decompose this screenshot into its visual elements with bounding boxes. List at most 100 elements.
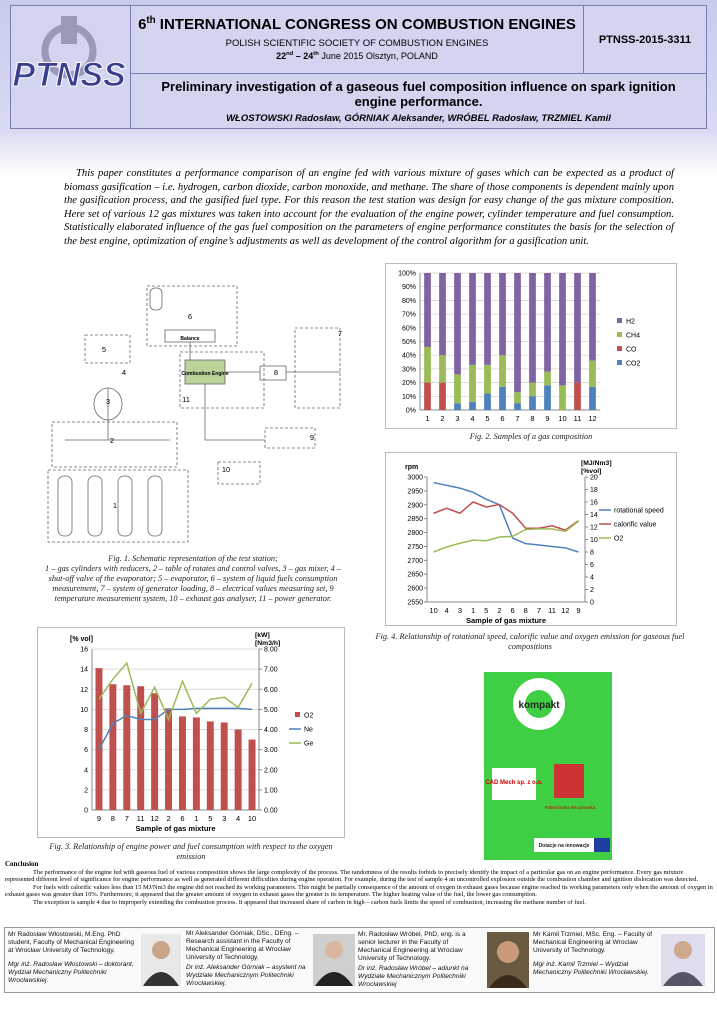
x-tick-label: 8 xyxy=(111,814,115,823)
bar xyxy=(544,385,551,410)
bar xyxy=(589,273,596,361)
bar xyxy=(589,386,596,410)
y2-tick-label: 1.00 xyxy=(264,787,278,794)
bar xyxy=(151,693,159,810)
bar xyxy=(514,403,521,410)
y2-tick-label: 2.00 xyxy=(264,767,278,774)
bio-pl: Dr inż. Aleksander Górniak – asystent na… xyxy=(186,964,306,987)
bio: Mr Radosław Włostowski, M.Eng. PhD stude… xyxy=(8,931,135,954)
y2-tick-label: 0.00 xyxy=(264,808,278,815)
x-tick-label: 11 xyxy=(548,606,556,615)
date-part: th xyxy=(313,51,319,57)
sup: th xyxy=(146,15,156,26)
paper-code: PTNSS-2015-3311 xyxy=(583,5,707,74)
y2-tick-label: 6.00 xyxy=(264,687,278,694)
y-tick-label: 40% xyxy=(402,353,416,360)
y-tick-label: 60% xyxy=(402,325,416,332)
bar xyxy=(469,401,476,410)
y-tick-label: 80% xyxy=(402,298,416,305)
bar xyxy=(499,273,506,356)
y2-tick-label: 6 xyxy=(590,562,594,569)
x-tick-label: 12 xyxy=(561,606,569,615)
legend-label: O2 xyxy=(614,536,623,543)
bar xyxy=(123,685,131,810)
y-tick-label: 6 xyxy=(84,747,88,754)
conclusion-title: Conclusion xyxy=(5,860,39,868)
bar xyxy=(234,729,242,810)
y-tick-label: 2750 xyxy=(407,544,423,551)
e-logo-inner xyxy=(525,690,553,718)
legend-swatch xyxy=(617,318,622,323)
y-tick-label: 2600 xyxy=(407,586,423,593)
sponsor-logos: kompakt CAD Mech sp. z o.o. Politechnika… xyxy=(485,678,610,852)
figure-caption: Fig. 3. Relationship of engine power and… xyxy=(49,842,333,861)
y-tick-label: 10% xyxy=(402,394,416,401)
photo xyxy=(313,934,355,986)
paper-title: Preliminary investigation of a gaseous f… xyxy=(161,79,676,109)
x-tick-label: 2 xyxy=(166,814,170,823)
bar xyxy=(484,273,491,365)
legend-label: Ne xyxy=(304,727,313,734)
author-bio: Mr Radosław Włostowski, M.Eng. PhD stude… xyxy=(8,931,136,985)
conclusion-paragraph: The performance of the engine fed with g… xyxy=(5,868,698,884)
schematic: 1 2 3 4 5 6 7 8 9 10 11 Balance Combustion Engine xyxy=(47,285,342,543)
y-tick-label: 3000 xyxy=(407,475,423,482)
chart: 02468101214160.001.002.003.004.005.006.0… xyxy=(37,627,345,838)
y-tick-label: 30% xyxy=(402,366,416,373)
bar xyxy=(424,382,431,410)
y2-axis-label: [Nm3/h] xyxy=(255,640,280,647)
diagram-label: 9 xyxy=(310,433,314,442)
y-tick-label: 2 xyxy=(84,787,88,794)
y-tick-label: 0 xyxy=(84,808,88,815)
legend-swatch xyxy=(617,332,622,337)
caption-title: Fig. 1. Schematic representation of the … xyxy=(108,554,278,563)
logo: PTNSS xyxy=(12,16,126,95)
bar xyxy=(109,684,117,810)
diagram-label: Combustion Engine xyxy=(181,371,228,377)
legend-label: CO2 xyxy=(626,361,641,368)
y2-tick-label: 20 xyxy=(590,475,598,482)
y-axis-label: rpm xyxy=(405,464,418,471)
sponsor-box: kompakt CAD Mech sp. z o.o. Politechnika… xyxy=(484,672,612,860)
y-tick-label: 100% xyxy=(398,271,416,278)
x-tick-label: 6 xyxy=(510,606,514,615)
x-tick-label: 6 xyxy=(180,814,184,823)
y2-axis-label: [%vol] xyxy=(581,468,601,475)
conclusion-paragraph: For fuels with calorific values less tha… xyxy=(5,883,713,899)
bar xyxy=(439,382,446,410)
society: POLISH SCIENTIFIC SOCIETY OF COMBUSTION … xyxy=(225,38,489,49)
y-tick-label: 50% xyxy=(402,339,416,346)
x-tick-label: 10 xyxy=(558,414,566,423)
legend-label: O2 xyxy=(304,713,313,720)
number: 6 xyxy=(138,16,147,33)
diagram-label: 6 xyxy=(188,312,192,321)
x-tick-label: 5 xyxy=(208,814,212,823)
bar xyxy=(529,273,536,383)
y-tick-label: 20% xyxy=(402,380,416,387)
figure-caption: Fig. 4. Relationship of rotational speed… xyxy=(375,632,685,651)
x-tick-label: 9 xyxy=(545,414,549,423)
bar xyxy=(574,382,581,410)
diagram-label: 10 xyxy=(222,465,230,474)
x-axis-label: Sample of gas mixture xyxy=(135,824,215,833)
x-tick-label: 4 xyxy=(445,606,449,615)
bio: Mr. Radosław Wróbel, PhD, eng. is a seni… xyxy=(358,931,466,962)
y-tick-label: 10 xyxy=(80,707,88,714)
bar xyxy=(454,374,461,404)
diagram-label: 1 xyxy=(113,501,117,510)
diagram-label: 3 xyxy=(106,397,110,406)
x-tick-label: 11 xyxy=(137,814,145,823)
x-tick-label: 5 xyxy=(484,606,488,615)
x-tick-label: 1 xyxy=(471,606,475,615)
x-tick-label: 3 xyxy=(458,606,462,615)
photos xyxy=(141,932,705,988)
x-tick-label: 1 xyxy=(425,414,429,423)
bar xyxy=(439,355,446,383)
bar xyxy=(165,708,173,810)
university: Politechnika Wrocławska xyxy=(545,805,596,810)
y-tick-label: 2950 xyxy=(407,488,423,495)
chart: 0%10%20%30%40%50%60%70%80%90%100%1 2 3 4 5 6 7… xyxy=(385,263,677,429)
photo xyxy=(661,934,705,986)
y2-tick-label: 4 xyxy=(590,575,594,582)
diagram-label: 11 xyxy=(182,395,190,404)
